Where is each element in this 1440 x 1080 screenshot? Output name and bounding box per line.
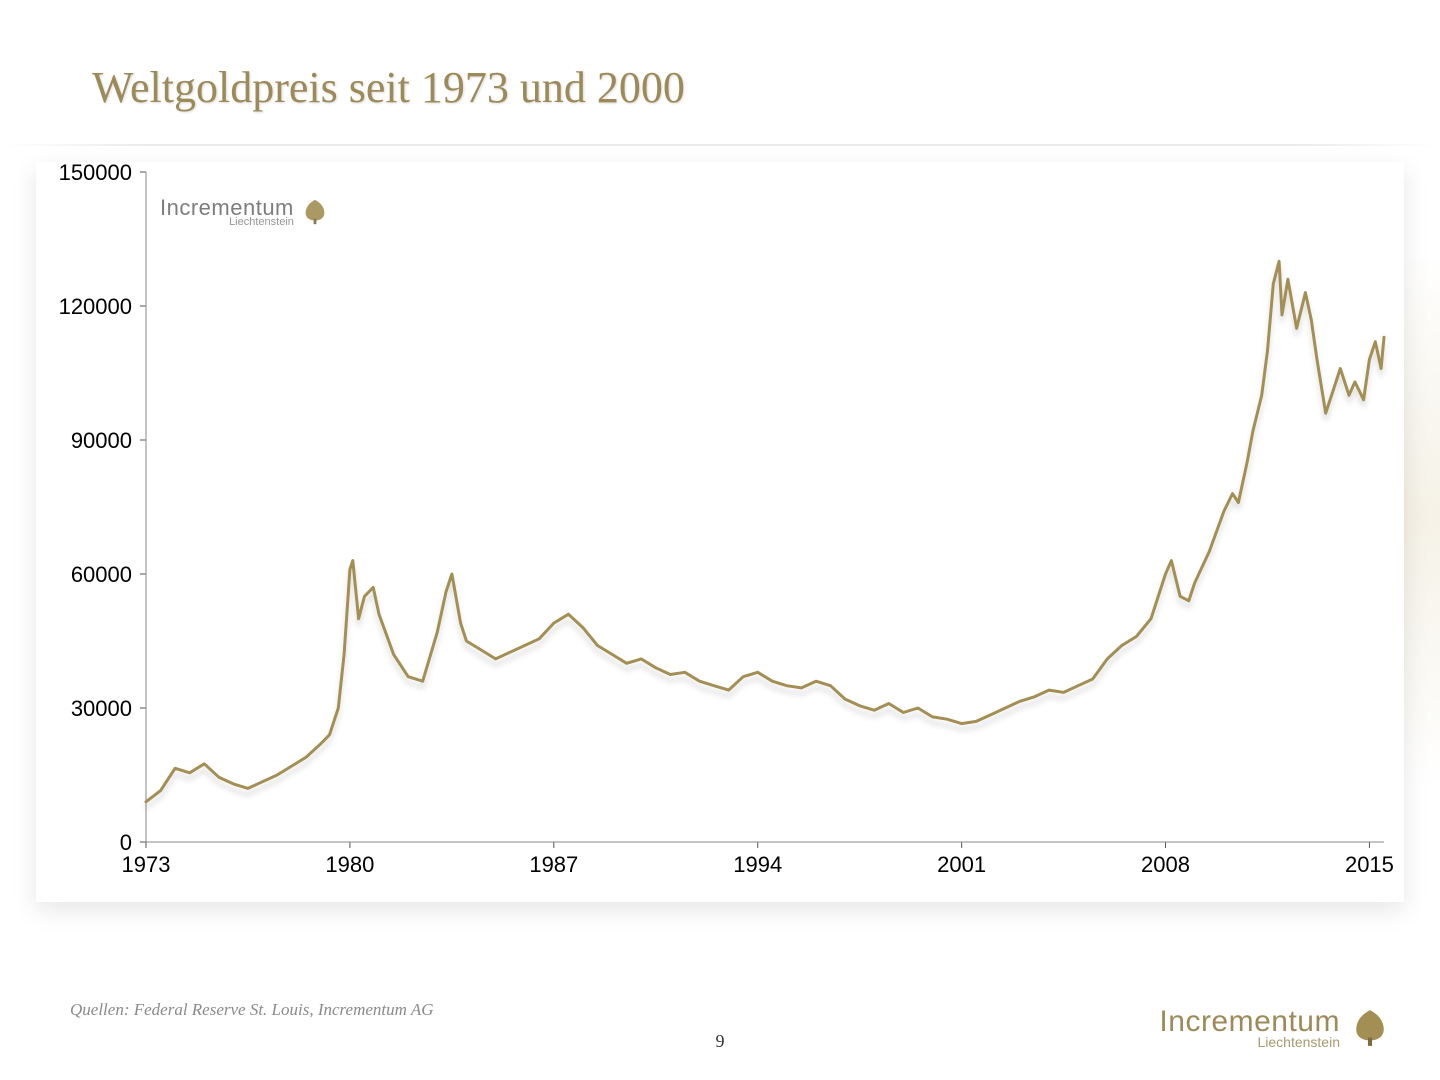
svg-text:90000: 90000 [71,428,132,453]
svg-text:1994: 1994 [733,852,782,877]
title-underline [0,144,1440,146]
svg-text:2015: 2015 [1345,852,1394,877]
footer-logo-name: Incrementum [1159,1006,1340,1038]
watermark-text: Incrementum Liechtenstein [160,196,294,229]
footer-logo: Incrementum Liechtenstein [1159,1006,1392,1050]
svg-text:30000: 30000 [71,696,132,721]
chart-container: 0300006000090000120000150000197319801987… [36,162,1404,902]
svg-text:1973: 1973 [122,852,171,877]
svg-text:120000: 120000 [59,294,132,319]
tree-icon [1348,1006,1392,1050]
slide: Weltgoldpreis seit 1973 und 2000 0300006… [0,0,1440,1080]
chart-watermark-logo: Incrementum Liechtenstein [160,196,330,229]
svg-text:150000: 150000 [59,162,132,185]
source-citation: Quellen: Federal Reserve St. Louis, Incr… [70,1000,434,1020]
svg-text:60000: 60000 [71,562,132,587]
slide-title: Weltgoldpreis seit 1973 und 2000 [92,62,685,113]
page-number: 9 [716,1031,725,1052]
svg-text:1980: 1980 [325,852,374,877]
gold-price-chart: 0300006000090000120000150000197319801987… [36,162,1404,902]
footer-logo-text: Incrementum Liechtenstein [1159,1006,1340,1050]
svg-text:2008: 2008 [1141,852,1190,877]
svg-text:2001: 2001 [937,852,986,877]
tree-icon [300,197,330,227]
svg-text:1987: 1987 [529,852,578,877]
